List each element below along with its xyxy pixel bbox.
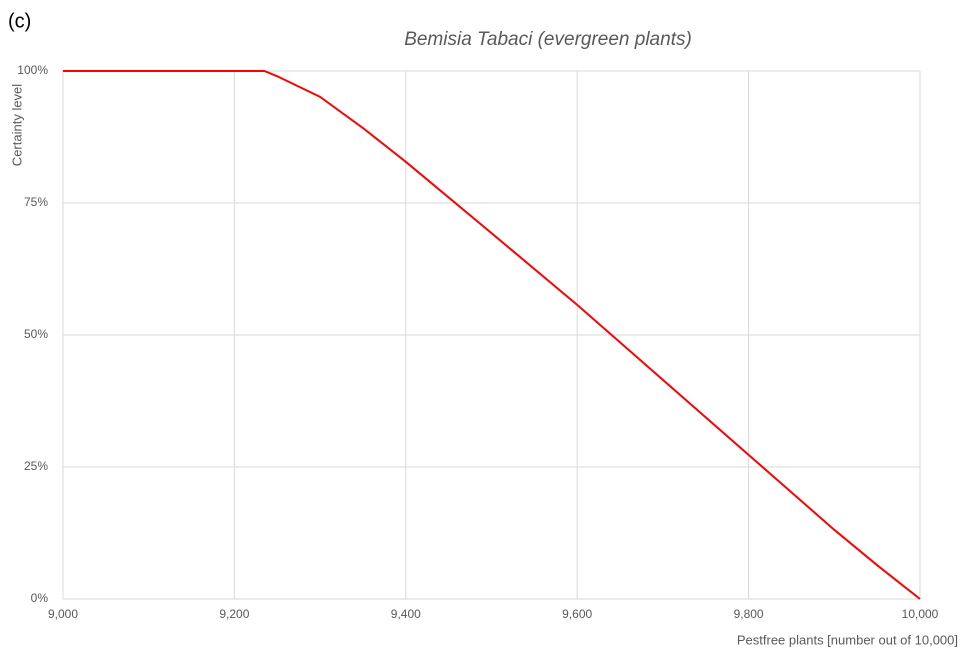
x-tick-label: 9,800 xyxy=(734,607,764,621)
x-tick-label: 10,000 xyxy=(902,607,939,621)
x-tick-label: 9,000 xyxy=(48,607,78,621)
chart-title: Bemisia Tabaci (evergreen plants) xyxy=(404,29,692,50)
x-tick-label: 9,200 xyxy=(219,607,249,621)
x-tick-label: 9,400 xyxy=(391,607,421,621)
y-tick-label: 0% xyxy=(31,591,49,605)
panel-label: (c) xyxy=(8,10,31,32)
x-tick-label: 9,600 xyxy=(562,607,592,621)
y-tick-label: 50% xyxy=(24,327,48,341)
y-tick-label: 100% xyxy=(17,63,48,77)
y-tick-label: 25% xyxy=(24,459,48,473)
y-tick-label: 75% xyxy=(24,195,48,209)
x-axis-label: Pestfree plants [number out of 10,000] xyxy=(737,632,958,647)
y-axis-label: Certainty level xyxy=(9,84,24,166)
line-series xyxy=(63,70,921,600)
